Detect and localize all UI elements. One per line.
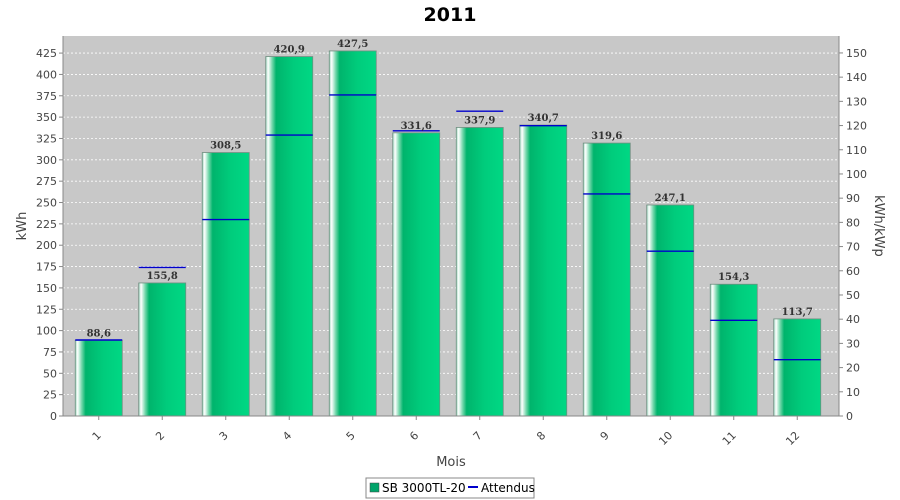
chart-title: 2011 bbox=[424, 4, 477, 26]
bar bbox=[201, 152, 250, 417]
data-labels: 88,6 155,8 308,5 420,9 427,5 331,6 337,9 340,7 3… bbox=[87, 39, 813, 339]
y-tick-label: 275 bbox=[36, 175, 57, 188]
bar bbox=[582, 142, 631, 417]
x-tick-label: 9 bbox=[598, 429, 612, 443]
legend-box bbox=[365, 477, 535, 499]
x-tick-label: 8 bbox=[534, 429, 548, 443]
y-tick-label: 125 bbox=[36, 303, 57, 316]
bar-value-label: 155,8 bbox=[147, 271, 178, 282]
y-tick-label: 300 bbox=[36, 154, 57, 167]
bar bbox=[74, 339, 123, 417]
legend: SB 3000TL-20 Attendus bbox=[365, 477, 535, 499]
bar-value-label: 340,7 bbox=[528, 113, 559, 124]
bar bbox=[392, 132, 441, 417]
bar-value-label: 154,3 bbox=[718, 272, 749, 283]
y2-tick-label: 100 bbox=[846, 168, 867, 181]
y2-axis-title: kWh/kWp bbox=[871, 195, 886, 257]
y2-tick-label: 50 bbox=[846, 289, 860, 302]
y-tick-label: 150 bbox=[36, 282, 57, 295]
gridlines bbox=[63, 52, 839, 396]
bar-value-label: 308,5 bbox=[210, 141, 241, 152]
x-axis-ticks: 1 2 3 4 5 6 7 8 9 10 11 12 bbox=[90, 416, 802, 448]
y-tick-label: 75 bbox=[43, 346, 57, 359]
x-tick-label: 7 bbox=[471, 429, 485, 443]
legend-label-expected: Attendus bbox=[481, 481, 535, 495]
y-axis-title: kWh bbox=[15, 212, 30, 241]
y2-tick-label: 110 bbox=[846, 144, 867, 157]
y2-tick-label: 80 bbox=[846, 216, 860, 229]
y-tick-label: 325 bbox=[36, 132, 57, 145]
legend-label-bars: SB 3000TL-20 bbox=[382, 481, 466, 495]
bar-value-label: 113,7 bbox=[782, 307, 813, 318]
x-tick-label: 12 bbox=[783, 429, 802, 448]
y2-tick-label: 30 bbox=[846, 337, 860, 350]
y2-tick-label: 130 bbox=[846, 95, 867, 108]
x-tick-label: 6 bbox=[407, 429, 421, 443]
bar-value-label: 420,9 bbox=[274, 45, 305, 56]
y-tick-label: 200 bbox=[36, 239, 57, 252]
y2-tick-label: 10 bbox=[846, 386, 860, 399]
bar-value-label: 427,5 bbox=[337, 39, 368, 50]
bar-value-label: 331,6 bbox=[401, 121, 432, 132]
y2-tick-label: 40 bbox=[846, 313, 860, 326]
y-tick-label: 250 bbox=[36, 197, 57, 210]
y-axis-ticks: 0 25 50 75 100 125 150 175 200 225 250 275 300 325 350… bbox=[36, 47, 63, 423]
x-tick-label: 3 bbox=[217, 429, 231, 443]
y-tick-label: 425 bbox=[36, 47, 57, 60]
y-tick-label: 225 bbox=[36, 218, 57, 231]
y2-tick-label: 60 bbox=[846, 265, 860, 278]
bar bbox=[773, 318, 822, 417]
y-tick-label: 350 bbox=[36, 111, 57, 124]
x-tick-label: 5 bbox=[344, 429, 358, 443]
bar-value-label: 247,1 bbox=[655, 193, 686, 204]
y-tick-label: 0 bbox=[50, 410, 57, 423]
y-tick-label: 50 bbox=[43, 367, 57, 380]
bar-value-label: 88,6 bbox=[87, 328, 111, 339]
x-tick-label: 1 bbox=[90, 429, 104, 443]
y2-tick-label: 0 bbox=[846, 410, 853, 423]
bar bbox=[138, 282, 187, 417]
bar-value-label: 319,6 bbox=[591, 131, 622, 142]
x-tick-label: 10 bbox=[656, 429, 675, 448]
y-tick-label: 25 bbox=[43, 389, 57, 402]
y2-axis-ticks: 0 10 20 30 40 50 60 70 80 90 100 110 120 130 140 150 bbox=[839, 47, 867, 423]
y2-tick-label: 140 bbox=[846, 71, 867, 84]
x-tick-label: 2 bbox=[153, 429, 167, 443]
y2-tick-label: 90 bbox=[846, 192, 860, 205]
y-tick-label: 100 bbox=[36, 325, 57, 338]
bar bbox=[709, 283, 758, 417]
bars bbox=[74, 50, 822, 417]
bar-value-label: 337,9 bbox=[464, 115, 495, 126]
x-tick-label: 4 bbox=[280, 429, 294, 443]
axes bbox=[62, 36, 840, 417]
bar bbox=[519, 124, 568, 417]
x-axis-title: Mois bbox=[436, 455, 466, 470]
expected-markers bbox=[75, 94, 821, 361]
bar bbox=[455, 127, 504, 417]
y-tick-label: 375 bbox=[36, 90, 57, 103]
bar bbox=[328, 50, 377, 417]
plot-area bbox=[63, 36, 839, 416]
y2-tick-label: 70 bbox=[846, 241, 860, 254]
y-tick-label: 175 bbox=[36, 261, 57, 274]
y2-tick-label: 20 bbox=[846, 362, 860, 375]
y2-tick-label: 120 bbox=[846, 120, 867, 133]
y2-tick-label: 150 bbox=[846, 47, 867, 60]
bar bbox=[265, 56, 314, 417]
y-tick-label: 400 bbox=[36, 68, 57, 81]
legend-bar-swatch bbox=[369, 482, 380, 493]
x-tick-label: 11 bbox=[720, 429, 739, 448]
bar bbox=[646, 204, 695, 417]
